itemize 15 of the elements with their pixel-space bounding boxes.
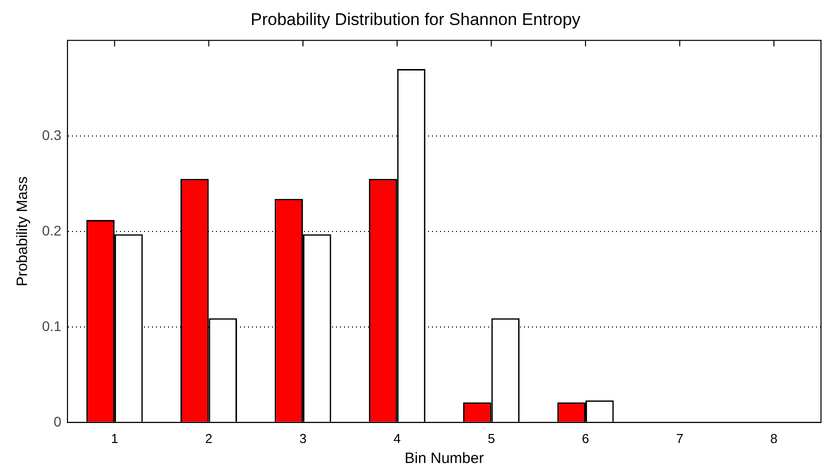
y-tick-label: 0.2: [42, 222, 62, 238]
x-tick-label: 5: [488, 430, 495, 446]
x-tick-label: 7: [676, 430, 684, 446]
x-tick-label: 2: [205, 430, 212, 446]
x-tick-label: 4: [394, 430, 401, 446]
chart-title: Probability Distribution for Shannon Entropy: [250, 10, 581, 29]
x-axis-title: Bin Number: [404, 450, 484, 468]
y-tick-label: 0.1: [42, 318, 62, 334]
x-tick-label: 1: [110, 430, 118, 446]
x-tick-label: 3: [299, 430, 307, 446]
x-tick-label: 6: [582, 430, 590, 446]
y-tick-label: 0: [54, 413, 62, 430]
y-axis-title: Probability Mass: [14, 176, 32, 286]
y-tick-label: 0.3: [42, 126, 62, 143]
x-tick-label: 8: [770, 430, 778, 446]
